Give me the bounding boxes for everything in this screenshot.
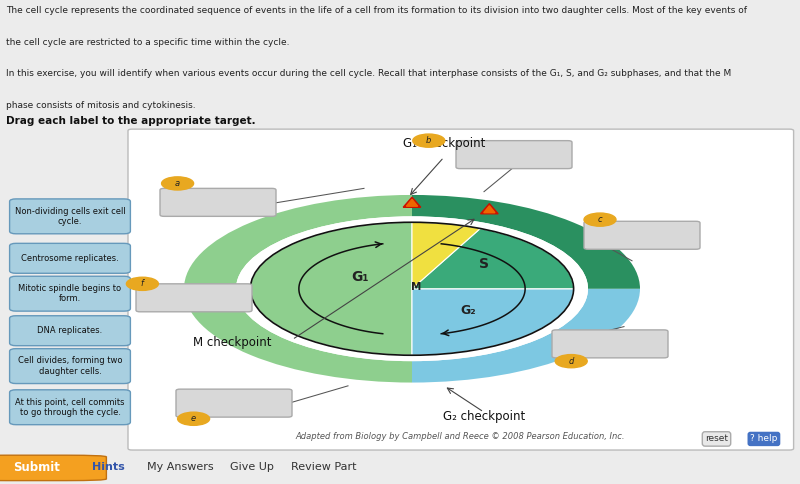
FancyBboxPatch shape <box>10 390 130 424</box>
Circle shape <box>178 412 210 425</box>
Text: G₁: G₁ <box>351 270 369 284</box>
Text: b: b <box>426 136 431 145</box>
FancyBboxPatch shape <box>160 188 276 216</box>
Text: Drag each label to the appropriate target.: Drag each label to the appropriate targe… <box>6 116 256 126</box>
FancyBboxPatch shape <box>584 221 700 249</box>
Text: Centrosome replicates.: Centrosome replicates. <box>21 254 119 263</box>
Text: At this point, cell commits
to go through the cycle.: At this point, cell commits to go throug… <box>15 397 125 417</box>
Text: My Answers: My Answers <box>146 462 214 472</box>
Text: Submit: Submit <box>14 461 60 473</box>
Text: a: a <box>175 179 180 188</box>
Text: Review Part: Review Part <box>291 462 357 472</box>
Text: d: d <box>569 357 574 365</box>
Wedge shape <box>236 216 588 361</box>
Text: f: f <box>141 279 144 288</box>
Text: Cell divides, forming two
daughter cells.: Cell divides, forming two daughter cells… <box>18 356 122 376</box>
FancyBboxPatch shape <box>10 276 130 311</box>
FancyBboxPatch shape <box>136 284 252 312</box>
Circle shape <box>584 213 616 226</box>
FancyBboxPatch shape <box>10 348 130 383</box>
Text: reset: reset <box>705 435 728 443</box>
FancyBboxPatch shape <box>128 129 794 450</box>
Text: DNA replicates.: DNA replicates. <box>38 326 102 335</box>
Text: The cell cycle represents the coordinated sequence of events in the life of a ce: The cell cycle represents the coordinate… <box>6 6 747 15</box>
Wedge shape <box>412 289 574 355</box>
Text: phase consists of mitosis and cytokinesis.: phase consists of mitosis and cytokinesi… <box>6 101 196 110</box>
FancyBboxPatch shape <box>10 243 130 273</box>
FancyBboxPatch shape <box>552 330 668 358</box>
FancyBboxPatch shape <box>0 455 106 481</box>
FancyBboxPatch shape <box>456 141 572 168</box>
FancyBboxPatch shape <box>176 389 292 417</box>
Wedge shape <box>412 289 640 382</box>
Wedge shape <box>184 195 412 382</box>
Circle shape <box>126 277 158 290</box>
Text: e: e <box>191 414 196 423</box>
Text: c: c <box>598 215 602 224</box>
Text: Mitotic spindle begins to
form.: Mitotic spindle begins to form. <box>18 284 122 303</box>
Wedge shape <box>250 222 412 355</box>
Wedge shape <box>412 195 640 289</box>
Text: M: M <box>411 282 421 292</box>
FancyBboxPatch shape <box>10 316 130 346</box>
Text: ? help: ? help <box>750 435 778 443</box>
Polygon shape <box>403 197 421 207</box>
Circle shape <box>162 177 194 190</box>
Text: G₂ checkpoint: G₂ checkpoint <box>443 410 525 424</box>
Text: M checkpoint: M checkpoint <box>193 336 271 349</box>
Text: the cell cycle are restricted to a specific time within the cycle.: the cell cycle are restricted to a speci… <box>6 38 290 47</box>
Wedge shape <box>412 222 480 289</box>
Polygon shape <box>481 204 498 214</box>
Text: Non-dividing cells exit cell
cycle.: Non-dividing cells exit cell cycle. <box>14 207 126 226</box>
Polygon shape <box>406 199 418 206</box>
FancyBboxPatch shape <box>10 199 130 234</box>
Polygon shape <box>484 206 495 212</box>
Circle shape <box>555 355 587 368</box>
Text: Hints: Hints <box>92 462 124 472</box>
Text: S: S <box>479 257 489 271</box>
Text: Adapted from Biology by Campbell and Reece © 2008 Pearson Education, Inc.: Adapted from Biology by Campbell and Ree… <box>295 432 625 441</box>
Text: In this exercise, you will identify when various events occur during the cell cy: In this exercise, you will identify when… <box>6 69 732 78</box>
Text: G₂: G₂ <box>460 303 476 317</box>
Circle shape <box>413 134 445 147</box>
Text: G₁ checkpoint: G₁ checkpoint <box>403 137 485 150</box>
Wedge shape <box>412 228 574 289</box>
Text: Give Up: Give Up <box>230 462 274 472</box>
